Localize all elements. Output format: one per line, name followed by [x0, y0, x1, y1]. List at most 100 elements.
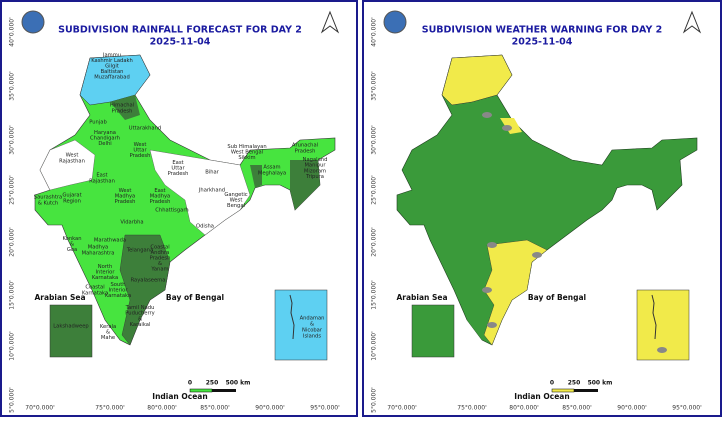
- region-label: &: [70, 242, 74, 248]
- region-label: Sikkim: [238, 155, 255, 161]
- region-label: Odisha: [196, 224, 214, 230]
- region-label: Mizoram: [304, 168, 326, 174]
- region-label: Gilgit: [105, 64, 119, 70]
- sea-label: Indian Ocean: [514, 392, 569, 401]
- scale-label: 500 km: [588, 380, 613, 387]
- region-label: Pradesh: [150, 199, 171, 205]
- region-label: Konkan: [63, 236, 82, 242]
- lat-label: 15°0.000': [9, 280, 16, 310]
- region-label: Uttar: [133, 148, 147, 154]
- sea-label: Arabian Sea: [34, 293, 85, 302]
- lat-label: 10°0.000': [371, 331, 378, 361]
- sea-label: Bay of Bengal: [528, 293, 586, 302]
- lat-label: 40°0.000': [371, 17, 378, 47]
- region-label: Assam: [263, 165, 280, 171]
- region-label: Nagaland: [303, 157, 328, 163]
- left-map: [34, 54, 336, 361]
- north-arrow: [320, 10, 340, 34]
- lon-label: 80°0.000': [509, 405, 539, 412]
- region-label: Jammu: [102, 52, 121, 58]
- right-map: [396, 54, 698, 361]
- region-label: Bihar: [205, 170, 219, 176]
- region-label: Kashmir Ladakh: [91, 58, 133, 64]
- lat-label: 10°0.000': [9, 331, 16, 361]
- region-label: Yanam: [150, 267, 168, 273]
- lon-label: 90°0.000': [617, 405, 647, 412]
- emblem: [383, 10, 407, 34]
- region-label: Uttarakhand: [129, 126, 161, 132]
- region-label: Muzaffarabad: [94, 75, 130, 81]
- region-label: Delhi: [98, 141, 111, 147]
- region-label: Coastal: [150, 244, 169, 250]
- region-label: Rajasthan: [59, 158, 85, 164]
- region-label: Pradesh: [115, 199, 136, 205]
- lat-label: 30°0.000': [9, 125, 16, 155]
- emblem: [21, 10, 45, 34]
- sea-label: Indian Ocean: [152, 392, 207, 401]
- region-label: East: [96, 173, 107, 179]
- lon-label: 70°0.000': [387, 405, 417, 412]
- region-label: Interior: [109, 288, 129, 294]
- region-label: Telangana: [126, 248, 153, 254]
- region-label: Haryana: [94, 130, 116, 136]
- region-label: Madhya: [150, 194, 170, 200]
- panel-date: 2025-11-04: [512, 37, 573, 48]
- region-label: Uttar: [171, 166, 185, 172]
- region-label: Marathwada: [94, 238, 126, 244]
- region-label: Mahe: [101, 335, 115, 341]
- scale-bar: [189, 388, 213, 393]
- region-label: Puducherry: [125, 311, 154, 317]
- lon-label: 95°0.000': [310, 405, 340, 412]
- region-label: Pradesh: [130, 153, 151, 159]
- scale-bar: [574, 389, 598, 392]
- lon-label: 80°0.000': [147, 405, 177, 412]
- north-arrow: [682, 10, 702, 34]
- lat-label: 5°0.000': [9, 387, 16, 413]
- region-label: Karnataka: [82, 290, 108, 296]
- panel: SUBDIVISION RAINFALL FORECAST FOR DAY 22…: [9, 10, 340, 413]
- lon-label: 90°0.000': [255, 405, 285, 412]
- region-label: &: [158, 261, 162, 267]
- lat-label: 35°0.000': [371, 71, 378, 101]
- region-label: Rajasthan: [89, 178, 115, 184]
- lat-label: 40°0.000': [9, 17, 16, 47]
- scale-bar: [551, 388, 575, 393]
- region-label: Rayalaseema: [131, 278, 166, 284]
- lat-label: 35°0.000': [9, 71, 16, 101]
- lon-label: 95°0.000': [672, 405, 702, 412]
- lon-label: 75°0.000': [457, 405, 487, 412]
- lat-label: 20°0.000': [371, 227, 378, 257]
- region-label: West: [119, 188, 132, 194]
- region-label: Madhya: [115, 194, 135, 200]
- region-label: West: [230, 198, 243, 204]
- lon-label: 85°0.000': [200, 405, 230, 412]
- region-label: &: [106, 330, 110, 336]
- panel-title: SUBDIVISION WEATHER WARNING FOR DAY 2: [422, 25, 663, 36]
- region-label: Interior: [96, 270, 116, 276]
- scale-label: 250: [206, 380, 219, 387]
- region-label: & Kutch: [38, 200, 58, 206]
- region-label: Punjab: [89, 120, 107, 126]
- scale-label: 250: [568, 380, 581, 387]
- lat-label: 20°0.000': [9, 227, 16, 257]
- lat-label: 5°0.000': [371, 387, 378, 413]
- panel: SUBDIVISION WEATHER WARNING FOR DAY 2202…: [371, 10, 702, 413]
- lon-label: 75°0.000': [95, 405, 125, 412]
- region-label: Maharashtra: [82, 250, 115, 256]
- region-label: Sub Himalayan: [227, 144, 266, 150]
- region-label: Arunachal: [292, 143, 318, 149]
- region-label: Meghalaya: [258, 170, 286, 176]
- region-label: Karnataka: [92, 275, 118, 281]
- region-label: West: [134, 142, 147, 148]
- region-label: Islands: [303, 334, 321, 340]
- region-label: Saurashtra: [34, 195, 62, 201]
- lat-label: 30°0.000': [371, 125, 378, 155]
- region-label: Pradesh: [295, 148, 316, 154]
- lon-label: 70°0.000': [25, 405, 55, 412]
- region-label: Andaman: [300, 316, 325, 322]
- region-label: Pradesh: [168, 171, 189, 177]
- region-label: South: [110, 282, 125, 288]
- region-label: Himachal: [110, 103, 134, 109]
